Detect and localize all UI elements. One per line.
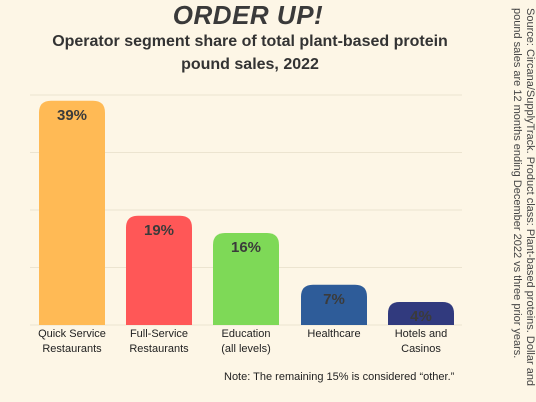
category-label: Full-Service [130, 328, 188, 340]
category-label: Quick Service [38, 328, 106, 340]
chart-title: ORDER UP! [172, 0, 324, 30]
category-label: Hotels and [395, 328, 448, 340]
category-label: Casinos [401, 343, 441, 355]
bar [388, 302, 454, 325]
bar [39, 100, 105, 325]
bar [301, 284, 367, 325]
category-label: Healthcare [307, 328, 360, 340]
category-label: Restaurants [129, 343, 189, 355]
data-label: 7% [323, 291, 345, 308]
data-label: 19% [144, 222, 174, 239]
data-label: 4% [410, 308, 432, 325]
category-label: (all levels) [221, 343, 271, 355]
bar [126, 215, 192, 325]
source-note: Source: Circana/SupplyTrack. Product cla… [511, 8, 536, 387]
data-label: 16% [231, 239, 261, 256]
category-label: Restaurants [42, 343, 102, 355]
chart-subtitle: Operator segment share of total plant-ba… [52, 33, 448, 73]
category-label: Education [222, 328, 271, 340]
bar [213, 233, 279, 325]
footnote: Note: The remaining 15% is considered “o… [224, 371, 455, 383]
data-label: 39% [57, 107, 87, 124]
